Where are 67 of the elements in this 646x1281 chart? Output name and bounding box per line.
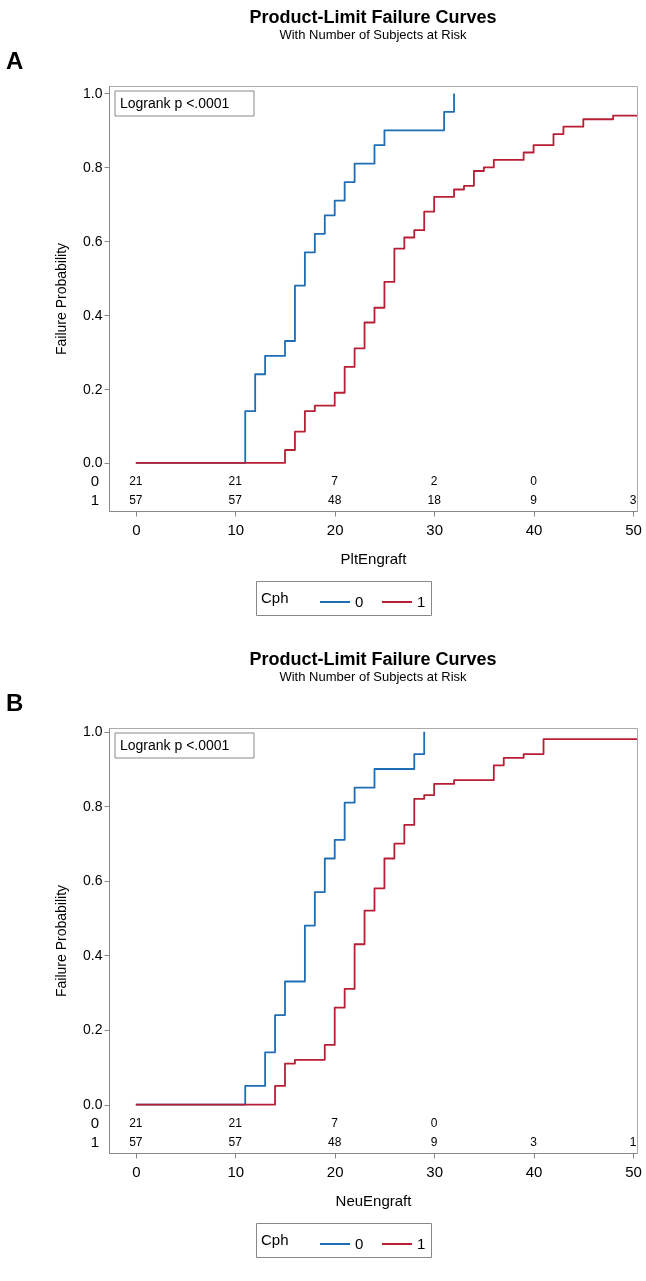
annotation: 3 [530,1135,538,1150]
annotation: 48 [328,1135,342,1150]
text: 1 [90,1133,99,1151]
chart-subtitle: With Number of Subjects at Risk [279,27,468,42]
x-axis-title: PltEngraft [340,549,408,567]
chart-title: Product-Limit Failure Curves [249,649,497,669]
y-tick-label: 0.0 [83,454,103,471]
y-tick-label: 1.0 [83,723,103,740]
legend-label: 0 [355,1235,364,1252]
x-tick-label: 10 [227,1162,245,1180]
x-tick-label: 50 [625,520,642,538]
y-tick-label: 0.6 [83,232,103,249]
legend-title: Cph [261,589,289,606]
text: B [6,689,24,716]
chart-subtitle: With Number of Subjects at Risk [279,669,468,684]
legend-label: 0 [355,593,364,610]
annotation: Logrank p <.0001 [120,737,230,753]
x-tick-label: 20 [326,1162,344,1180]
y-axis-title: Failure Probability [53,242,70,356]
text: A [6,47,24,74]
annotation: 0 [430,1115,438,1130]
y-tick-label: 0.6 [83,872,103,889]
y-tick-label: 0.0 [83,1096,103,1113]
annotation: 18 [427,493,442,508]
y-tick-label: 0.2 [83,380,103,397]
annotation: 21 [129,1115,143,1130]
annotation: 2 [430,474,438,489]
annotation: 21 [129,474,143,489]
legend-label: 1 [417,1235,426,1252]
annotation: 9 [430,1135,438,1150]
text: 1 [90,491,99,509]
y-tick-label: 0.4 [83,946,103,963]
legend-label: 1 [417,593,426,610]
x-tick-label: 40 [525,1162,543,1180]
annotation: 48 [328,493,342,508]
legend-title: Cph [261,1231,289,1248]
x-tick-label: 0 [132,1162,141,1180]
annotation: 1 [629,1135,637,1150]
x-tick-label: 30 [426,1162,443,1180]
annotation: 57 [228,493,243,508]
x-tick-label: 50 [625,1162,642,1180]
text: 0 [90,472,99,490]
y-tick-label: 1.0 [83,84,103,101]
y-axis-title: Failure Probability [53,884,70,998]
annotation: 57 [129,493,143,508]
annotation: 3 [629,493,637,508]
x-tick-label: 40 [525,520,543,538]
annotation: Logrank p <.0001 [120,95,230,111]
x-tick-label: 20 [326,520,344,538]
chart-title: Product-Limit Failure Curves [249,7,497,27]
y-tick-label: 0.2 [83,1021,103,1038]
y-tick-label: 0.8 [83,797,103,814]
annotation: 57 [129,1135,143,1150]
annotation: 7 [331,474,339,489]
x-tick-label: 0 [132,520,141,538]
y-tick-label: 0.4 [83,306,103,323]
annotation: 57 [228,1135,243,1150]
text: 0 [90,1113,99,1131]
x-axis-title: NeuEngraft [335,1191,413,1209]
annotation: 7 [331,1115,339,1130]
x-tick-label: 30 [426,520,443,538]
annotation: 0 [530,474,538,489]
annotation: 21 [228,474,243,489]
y-tick-label: 0.8 [83,158,103,175]
annotation: 21 [228,1115,243,1130]
annotation: 9 [530,493,538,508]
x-tick-label: 10 [227,520,245,538]
